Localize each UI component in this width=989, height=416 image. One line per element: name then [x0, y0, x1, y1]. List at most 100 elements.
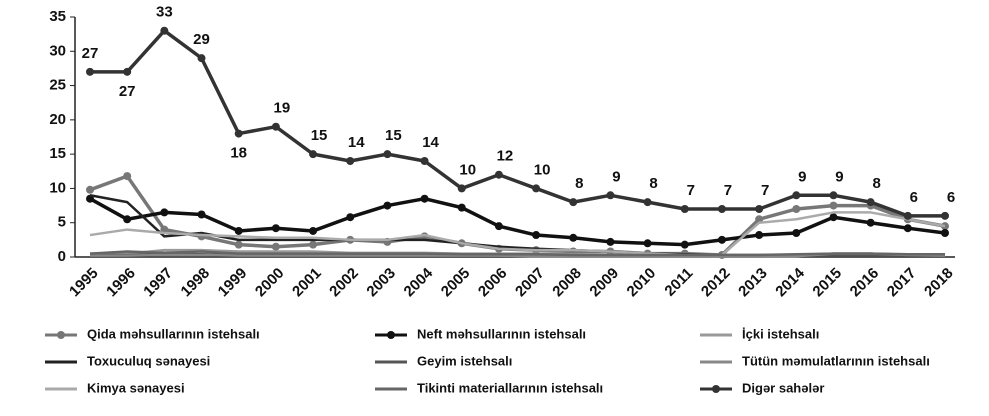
x-tick-label: 2002 — [326, 265, 362, 301]
point — [420, 194, 429, 203]
point — [271, 122, 280, 131]
data-label: 27 — [82, 45, 99, 62]
data-label: 33 — [156, 4, 173, 21]
point — [606, 237, 615, 246]
point — [494, 170, 503, 179]
point — [792, 191, 801, 200]
data-label: 15 — [311, 127, 328, 144]
x-tick-label: 2009 — [586, 265, 622, 301]
point — [941, 229, 949, 237]
y-tick-label: 10 — [49, 179, 66, 196]
x-tick-label: 2005 — [438, 265, 474, 301]
y-tick-label: 0 — [58, 248, 66, 265]
legend-marker — [57, 331, 65, 339]
data-label: 7 — [761, 182, 769, 199]
point — [234, 129, 243, 138]
point — [234, 240, 243, 249]
point — [383, 201, 392, 210]
point — [197, 210, 206, 219]
x-tick-label: 2018 — [921, 265, 957, 301]
point — [346, 157, 355, 165]
series-line — [89, 211, 946, 257]
point — [123, 67, 132, 76]
data-label: 8 — [872, 175, 880, 192]
point — [717, 205, 726, 213]
point — [829, 191, 838, 200]
data-label: 8 — [649, 175, 657, 192]
data-label: 27 — [119, 83, 136, 100]
point — [160, 26, 169, 35]
data-label: 9 — [612, 168, 620, 185]
data-label: 7 — [724, 182, 732, 199]
point — [643, 198, 652, 207]
point — [866, 218, 875, 227]
legend-label: İçki istehsalı — [742, 326, 819, 341]
x-tick-label: 1997 — [140, 265, 176, 301]
x-tick-label: 2012 — [698, 265, 734, 301]
point — [309, 226, 318, 235]
point — [86, 67, 94, 76]
point — [903, 224, 912, 233]
point — [346, 213, 355, 222]
data-label: 9 — [835, 168, 843, 185]
x-tick-label: 2007 — [512, 265, 548, 301]
x-tick-label: 2010 — [624, 265, 660, 301]
legend-label: Kimya sənayesi — [87, 380, 185, 395]
point — [457, 203, 466, 212]
x-tick-label: 2016 — [847, 265, 883, 301]
x-tick-label: 1995 — [66, 265, 102, 301]
x-tick-label: 1998 — [178, 265, 214, 301]
data-label: 15 — [385, 127, 402, 144]
point — [234, 226, 243, 235]
point — [569, 198, 578, 207]
x-tick-label: 2004 — [401, 264, 437, 300]
legend-marker — [387, 331, 395, 339]
x-tick-label: 1999 — [215, 265, 251, 301]
point — [123, 172, 132, 181]
data-label: 6 — [910, 189, 918, 206]
point — [569, 233, 578, 242]
point — [457, 184, 466, 193]
y-tick-label: 30 — [49, 42, 66, 59]
y-tick-label: 25 — [49, 77, 66, 94]
x-tick-label: 2011 — [661, 265, 696, 300]
y-tick-label: 15 — [49, 145, 66, 162]
data-label: 10 — [459, 161, 476, 178]
legend-label: Tütün məmulatlarının istehsalı — [742, 353, 930, 368]
legend-label: Qida məhsullarının istehsalı — [87, 326, 260, 341]
series-line — [89, 196, 946, 247]
y-tick-label: 20 — [49, 111, 66, 128]
series-line — [90, 252, 946, 258]
point — [86, 185, 94, 194]
series-line — [89, 250, 945, 257]
point — [792, 229, 801, 237]
point — [680, 240, 689, 249]
data-label: 14 — [422, 134, 439, 151]
point — [309, 240, 318, 249]
legend-label: Tikinti materiallarının istehsalı — [417, 380, 603, 395]
data-label: 7 — [687, 182, 695, 199]
point — [866, 198, 875, 207]
legend-label: Toxuculuq sənayesi — [87, 353, 210, 368]
point — [755, 231, 764, 240]
point — [643, 239, 652, 248]
data-label: 9 — [798, 168, 806, 185]
x-tick-label: 1996 — [103, 265, 139, 301]
x-tick-label: 2015 — [809, 265, 845, 301]
data-label: 19 — [274, 100, 291, 117]
data-label: 6 — [947, 189, 955, 206]
x-tick-label: 2000 — [252, 265, 288, 301]
point — [532, 231, 541, 240]
data-label: 12 — [497, 148, 514, 165]
point — [271, 224, 280, 233]
point — [755, 205, 764, 213]
data-label: 29 — [193, 31, 210, 48]
legend-label: Geyim istehsalı — [417, 353, 512, 368]
point — [829, 213, 838, 222]
x-tick-label: 2006 — [475, 265, 511, 301]
y-tick-label: 5 — [58, 214, 66, 231]
point — [941, 211, 949, 220]
series-line — [90, 28, 945, 218]
point — [494, 222, 503, 231]
